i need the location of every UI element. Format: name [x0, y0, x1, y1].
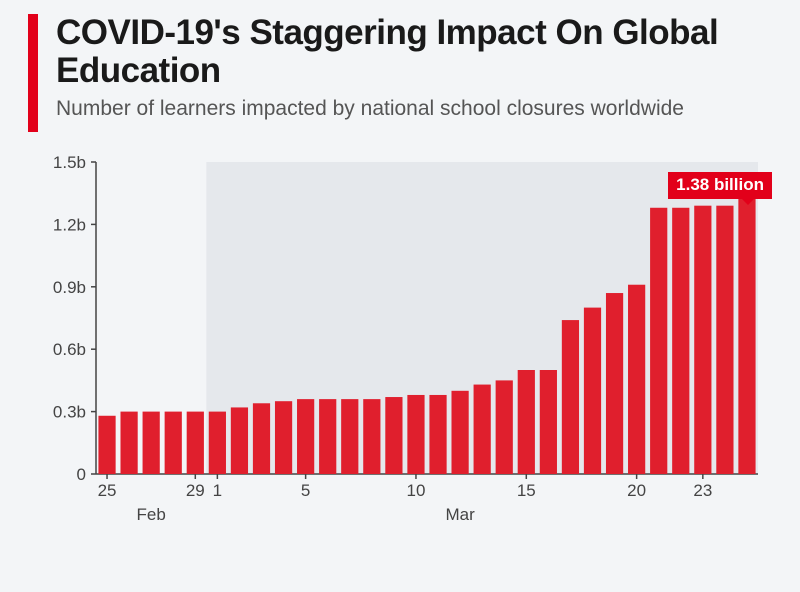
header: COVID-19's Staggering Impact On Global E…: [28, 14, 772, 132]
svg-text:Feb: Feb: [137, 505, 166, 524]
infographic-root: COVID-19's Staggering Impact On Global E…: [0, 0, 800, 544]
svg-text:1.2b: 1.2b: [53, 215, 86, 234]
svg-text:29: 29: [186, 481, 205, 500]
svg-text:15: 15: [517, 481, 536, 500]
page-title: COVID-19's Staggering Impact On Global E…: [56, 14, 772, 90]
bar-chart: 00.3b0.6b0.9b1.2b1.5b25291510152023FebMa…: [28, 144, 772, 544]
svg-text:10: 10: [407, 481, 426, 500]
svg-text:1.5b: 1.5b: [53, 153, 86, 172]
svg-text:20: 20: [627, 481, 646, 500]
chart-area: 00.3b0.6b0.9b1.2b1.5b25291510152023FebMa…: [28, 144, 772, 544]
svg-text:0: 0: [77, 465, 86, 484]
svg-text:0.9b: 0.9b: [53, 278, 86, 297]
header-text: COVID-19's Staggering Impact On Global E…: [56, 14, 772, 122]
svg-text:Mar: Mar: [445, 505, 475, 524]
svg-text:5: 5: [301, 481, 310, 500]
svg-text:1: 1: [213, 481, 222, 500]
svg-text:23: 23: [693, 481, 712, 500]
svg-text:0.6b: 0.6b: [53, 340, 86, 359]
accent-bar: [28, 14, 38, 132]
svg-text:0.3b: 0.3b: [53, 403, 86, 422]
peak-callout: 1.38 billion: [668, 172, 772, 199]
svg-text:25: 25: [98, 481, 117, 500]
page-subtitle: Number of learners impacted by national …: [56, 96, 772, 122]
